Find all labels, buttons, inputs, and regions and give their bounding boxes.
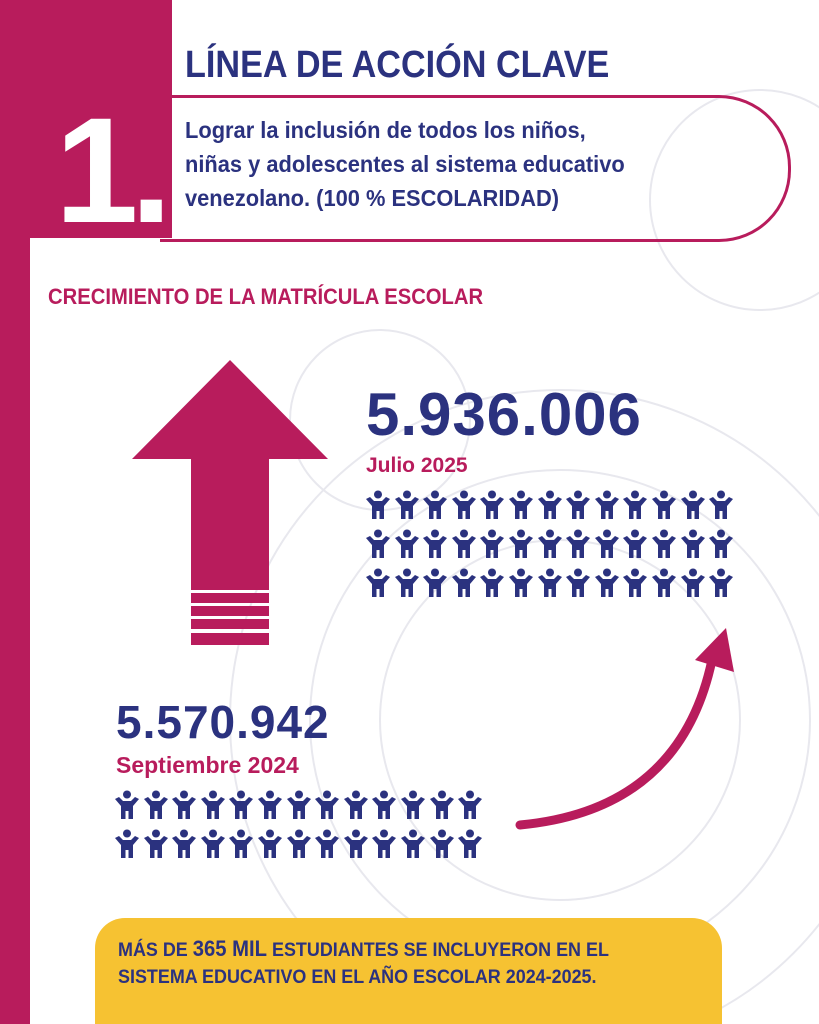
person-icon <box>371 790 400 829</box>
page-title: LÍNEA DE ACCIÓN CLAVE <box>185 44 610 86</box>
person-icon <box>508 568 537 607</box>
person-icon <box>451 529 480 568</box>
subtitle: Lograr la inclusión de todos los niños, … <box>185 113 625 215</box>
subtitle-line: Lograr la inclusión de todos los niños, <box>185 117 586 143</box>
person-icon <box>680 490 709 529</box>
person-icon <box>457 829 486 868</box>
person-icon <box>708 568 737 607</box>
person-icon <box>365 568 394 607</box>
note-highlight: 365 MIL <box>192 936 268 961</box>
person-icon <box>314 790 343 829</box>
person-icon <box>537 529 566 568</box>
person-icon <box>228 790 257 829</box>
person-icon <box>171 829 200 868</box>
person-icon <box>422 529 451 568</box>
person-icon <box>651 490 680 529</box>
current-enrollment-date: Julio 2025 <box>366 454 468 477</box>
person-icon <box>143 829 172 868</box>
person-icon <box>594 529 623 568</box>
person-icon <box>708 490 737 529</box>
person-icon <box>365 490 394 529</box>
previous-enrollment-date: Septiembre 2024 <box>116 752 299 778</box>
person-icon <box>622 490 651 529</box>
subtitle-line: venezolano. (100 % ESCOLARIDAD) <box>185 185 560 211</box>
current-enrollment-value: 5.936.006 <box>366 381 642 448</box>
person-icon <box>594 568 623 607</box>
person-icon <box>680 529 709 568</box>
note-line2: SISTEMA EDUCATIVO EN EL AÑO ESCOLAR 2024… <box>118 966 597 988</box>
person-icon <box>371 829 400 868</box>
person-icon <box>680 568 709 607</box>
person-icon <box>394 490 423 529</box>
note-line1: ESTUDIANTES SE INCLUYERON EN EL <box>267 939 609 961</box>
person-icon <box>400 829 429 868</box>
person-icon <box>200 790 229 829</box>
person-icon <box>479 529 508 568</box>
section-title: CRECIMIENTO DE LA MATRÍCULA ESCOLAR <box>48 284 484 309</box>
person-icon <box>400 790 429 829</box>
header-band <box>0 0 172 238</box>
person-icon <box>708 529 737 568</box>
person-icon <box>394 568 423 607</box>
person-icon <box>343 790 372 829</box>
person-icon <box>422 490 451 529</box>
person-icon <box>422 568 451 607</box>
person-icon <box>508 490 537 529</box>
person-icon <box>565 529 594 568</box>
person-icon <box>114 829 143 868</box>
person-icon <box>479 490 508 529</box>
person-icon <box>365 529 394 568</box>
person-icon <box>143 790 172 829</box>
note-text: MÁS DE 365 MIL ESTUDIANTES SE INCLUYERON… <box>118 935 609 991</box>
person-icon <box>457 790 486 829</box>
people-grid-previous <box>114 790 486 868</box>
subtitle-line: niñas y adolescentes al sistema educativ… <box>185 151 625 177</box>
person-icon <box>565 568 594 607</box>
person-icon <box>114 790 143 829</box>
person-icon <box>565 490 594 529</box>
person-icon <box>537 490 566 529</box>
person-icon <box>286 829 315 868</box>
person-icon <box>651 529 680 568</box>
note-prefix: MÁS DE <box>118 939 193 961</box>
person-icon <box>537 568 566 607</box>
person-icon <box>343 829 372 868</box>
person-icon <box>314 829 343 868</box>
person-icon <box>451 490 480 529</box>
person-icon <box>200 829 229 868</box>
person-icon <box>479 568 508 607</box>
note-box <box>95 918 722 1024</box>
person-icon <box>257 790 286 829</box>
person-icon <box>594 490 623 529</box>
previous-enrollment-value: 5.570.942 <box>116 696 330 748</box>
person-icon <box>394 529 423 568</box>
person-icon <box>257 829 286 868</box>
subtitle-box <box>160 95 791 242</box>
person-icon <box>508 529 537 568</box>
person-icon <box>228 829 257 868</box>
person-icon <box>429 790 458 829</box>
people-grid-current <box>365 490 737 607</box>
person-icon <box>651 568 680 607</box>
line-number: 1. <box>55 86 172 254</box>
person-icon <box>429 829 458 868</box>
person-icon <box>451 568 480 607</box>
person-icon <box>171 790 200 829</box>
person-icon <box>622 568 651 607</box>
person-icon <box>622 529 651 568</box>
left-strip <box>0 238 30 1024</box>
person-icon <box>286 790 315 829</box>
